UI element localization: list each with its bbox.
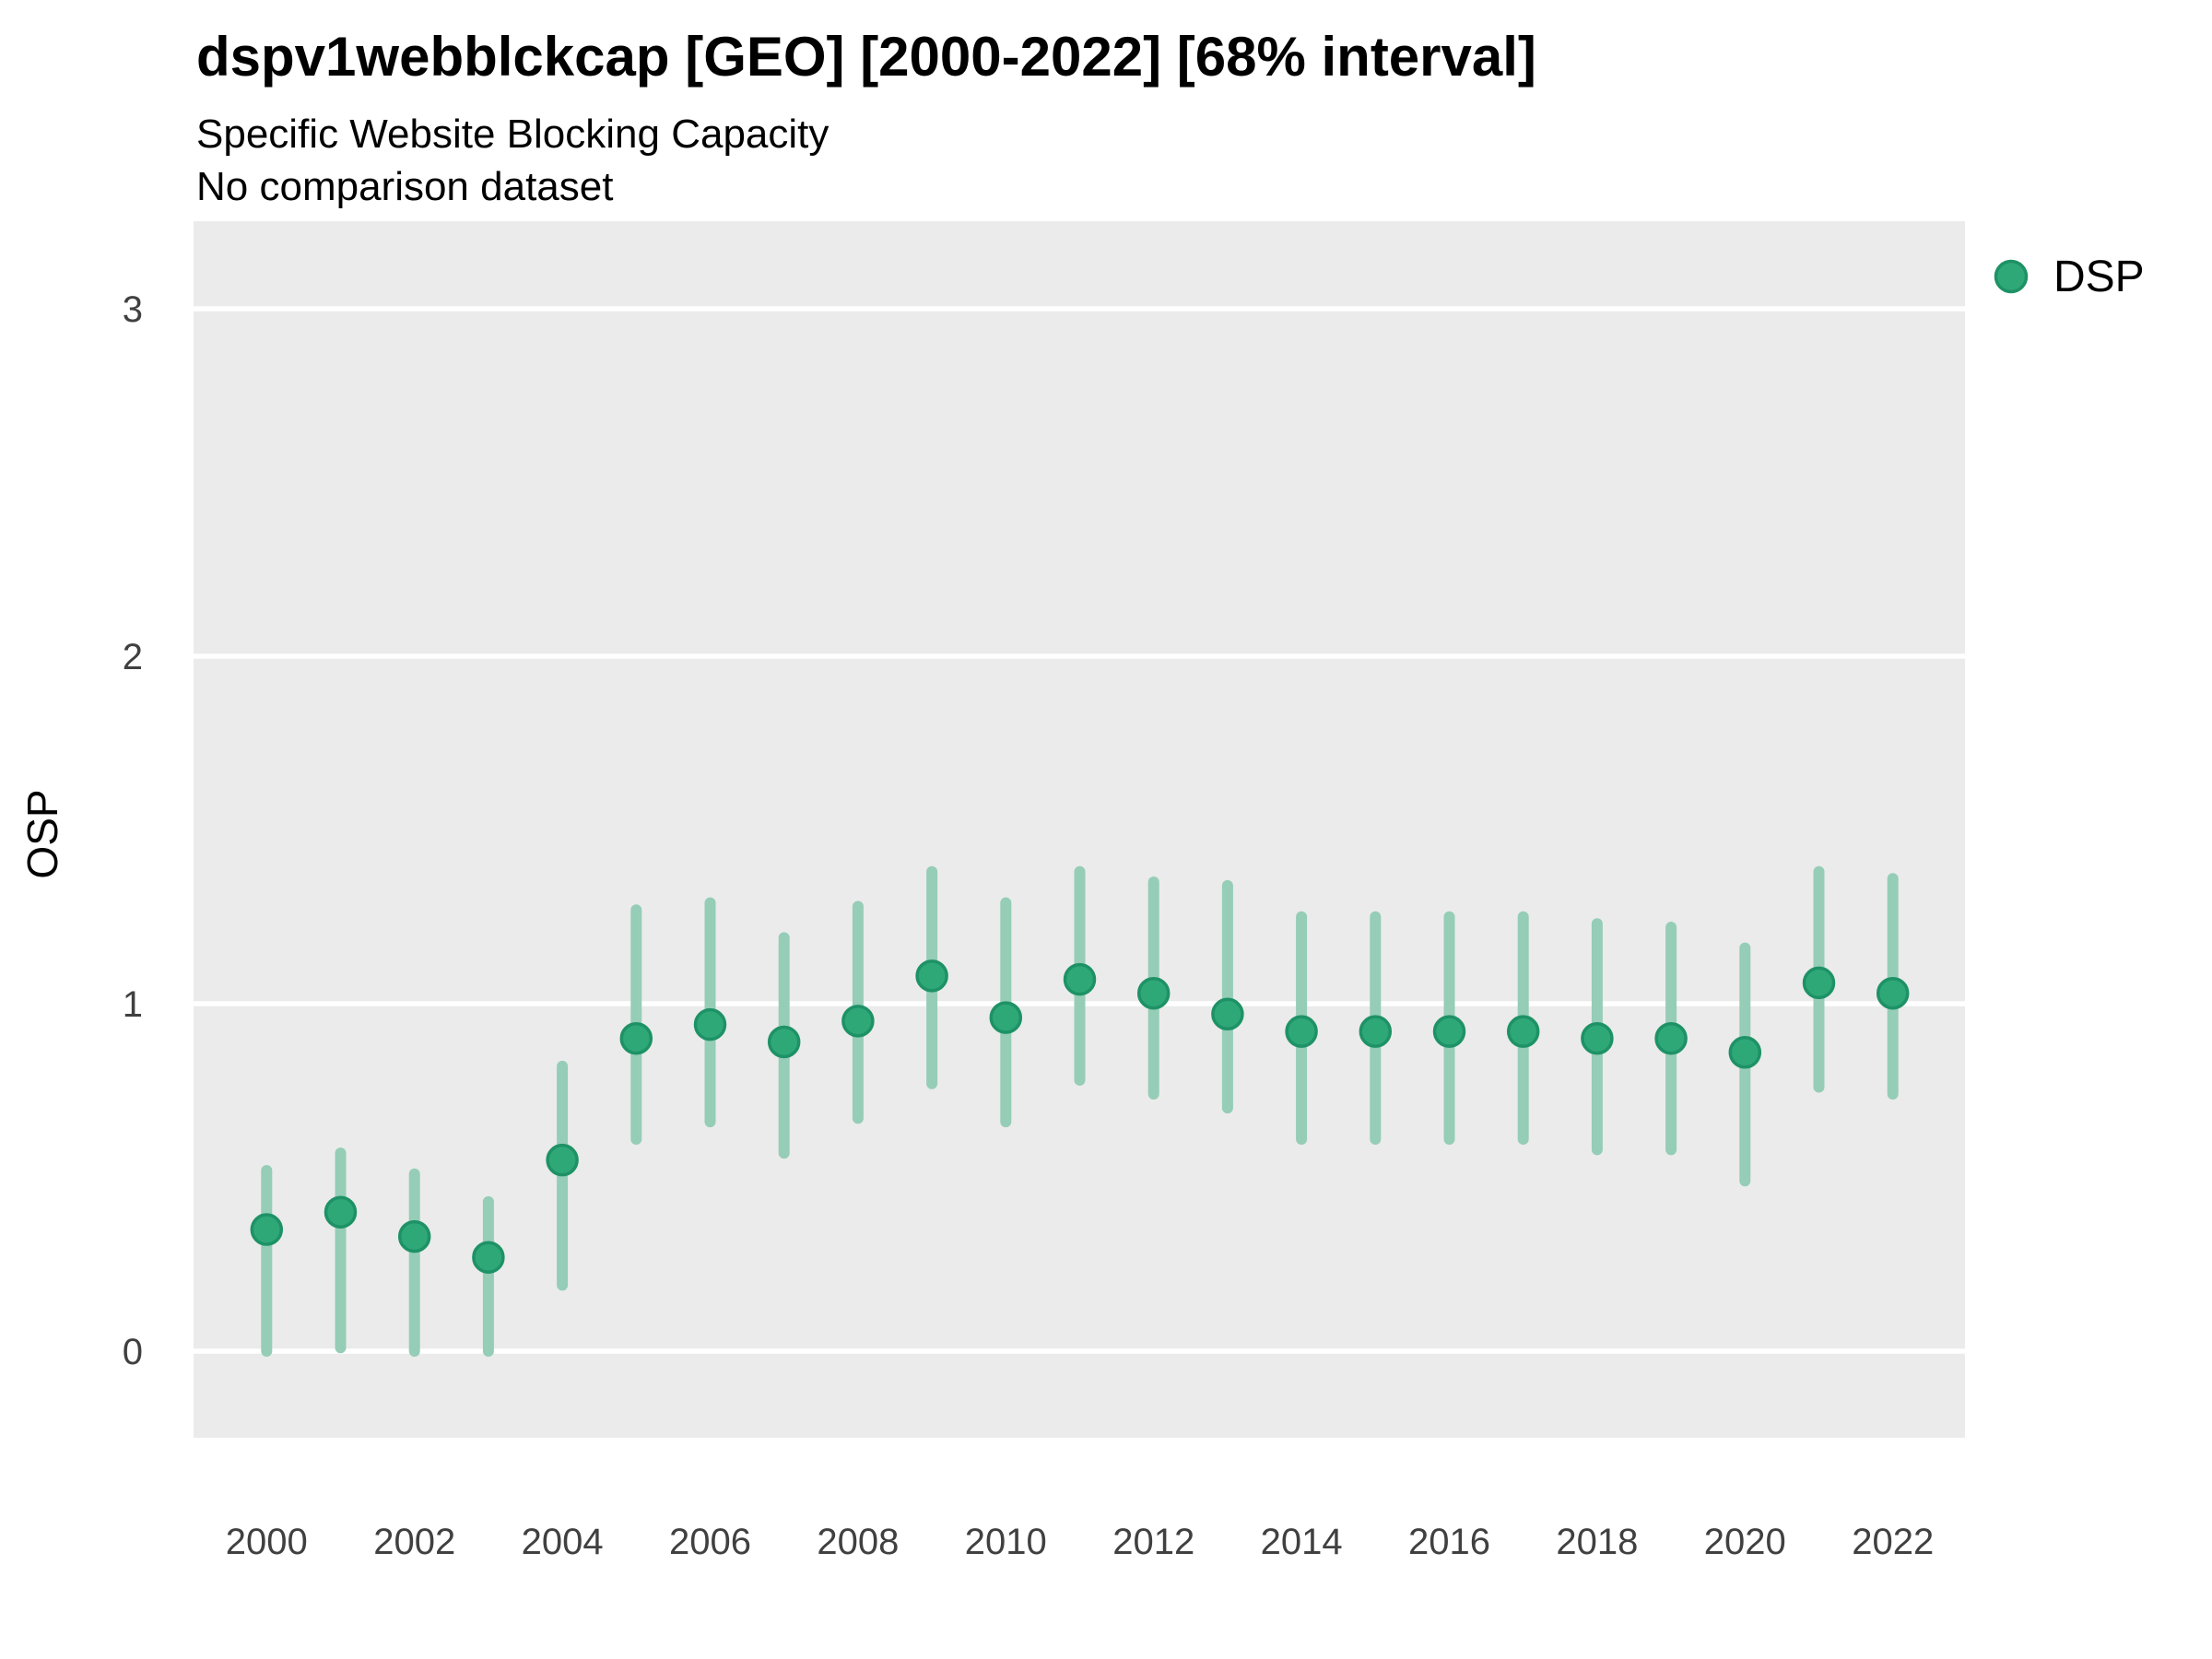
data-point-2000 [250,1213,284,1246]
x-tick-label-2004: 2004 [522,1522,604,1562]
plot-panel [194,221,1965,1438]
x-tick-label-2016: 2016 [1408,1522,1490,1562]
data-point-2003 [472,1241,505,1274]
y-tick-label-0: 0 [123,1332,143,1372]
data-point-2006 [693,1007,727,1041]
y-axis-title: OSP [18,789,66,878]
x-tick-label-2008: 2008 [817,1522,899,1562]
data-point-2021 [1802,966,1836,1000]
y-tick-label-2: 2 [123,637,143,677]
data-point-2005 [619,1021,653,1055]
y-tick-label-3: 3 [123,289,143,330]
data-point-2007 [767,1025,801,1059]
y-tick-label-1: 1 [123,984,143,1025]
data-point-2009 [915,959,948,993]
data-point-2002 [397,1219,431,1253]
chart-subtitle: Specific Website Blocking Capacity [196,112,829,157]
data-point-2019 [1654,1021,1688,1055]
data-point-2014 [1285,1015,1318,1048]
data-point-2001 [324,1195,358,1229]
x-tick-labels-layer: 2000 2002 2004 2006 2008 2010 2012 2014 2016 2018… [226,1522,1934,1562]
x-tick-label-2020: 2020 [1704,1522,1786,1562]
data-point-2004 [546,1143,579,1177]
x-tick-label-2014: 2014 [1261,1522,1343,1562]
data-point-2013 [1211,997,1244,1031]
data-point-2011 [1063,962,1097,996]
y-tick-labels-layer: 0 1 2 3 [123,289,143,1372]
data-point-2015 [1359,1015,1393,1048]
x-tick-label-2002: 2002 [373,1522,455,1562]
data-point-2017 [1506,1015,1540,1048]
data-point-2022 [1876,976,1910,1010]
x-tick-label-2018: 2018 [1556,1522,1638,1562]
data-point-2018 [1581,1021,1614,1055]
x-tick-label-2010: 2010 [965,1522,1047,1562]
legend-label: DSP [2053,253,2145,301]
chart-title: dspv1webblckcap [GEO] [2000-2022] [68% i… [196,26,1536,88]
x-tick-label-2012: 2012 [1112,1522,1194,1562]
data-point-2010 [989,1001,1023,1034]
x-tick-label-2000: 2000 [226,1522,308,1562]
chart-note: No comparison dataset [196,164,613,209]
data-point-2012 [1136,976,1171,1010]
data-point-2008 [841,1005,875,1038]
x-tick-label-2006: 2006 [669,1522,751,1562]
data-point-2020 [1728,1036,1762,1069]
data-point-2016 [1432,1015,1466,1048]
data-points-layer [250,959,1910,1274]
x-tick-label-2022: 2022 [1852,1522,1934,1562]
legend-dot-icon [1994,259,2029,294]
legend: DSP [1994,253,2145,301]
